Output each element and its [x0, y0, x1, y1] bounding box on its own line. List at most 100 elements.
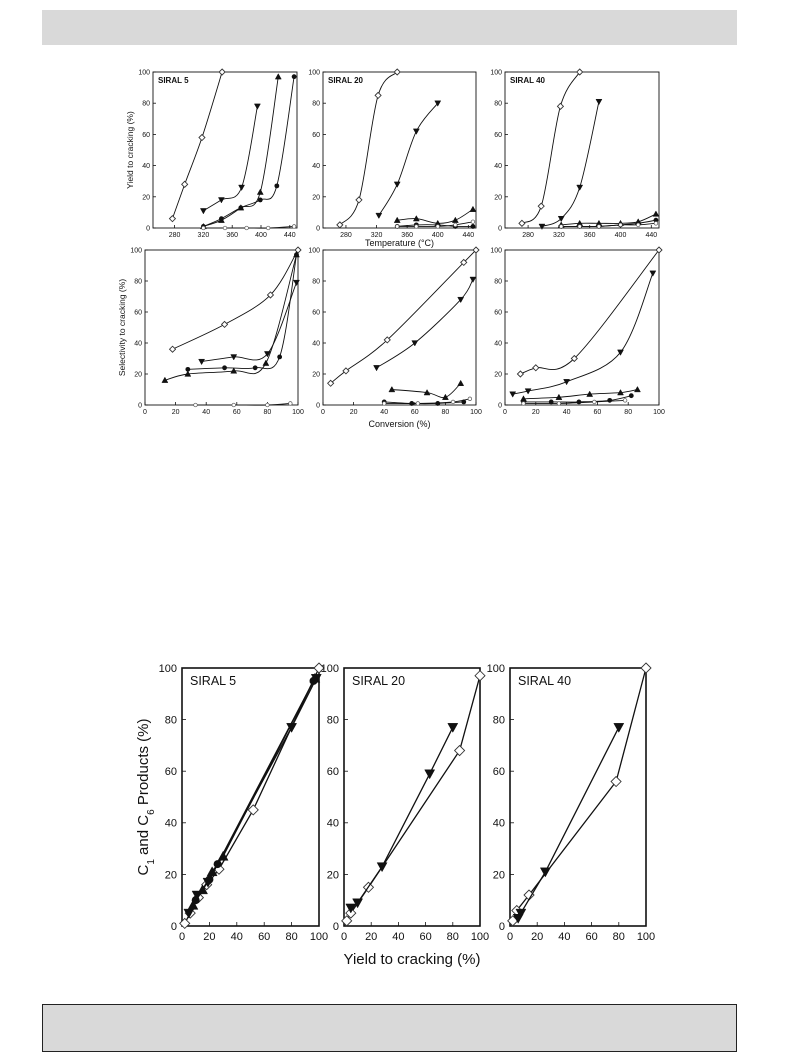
series-line-1-2 — [397, 208, 474, 224]
x-tick-label-1-3: 400 — [432, 232, 444, 239]
data-point-8-1-3 — [613, 723, 625, 733]
data-point-0-3-5 — [291, 74, 297, 80]
plot-frame-5 — [504, 249, 660, 406]
data-point-2-4-2 — [596, 224, 602, 229]
data-point-5-2-1 — [555, 393, 563, 400]
x-tick-label-4-3: 60 — [411, 409, 419, 416]
data-point-1-0-2 — [374, 91, 382, 100]
y-tick-label-2-2: 40 — [494, 163, 502, 170]
series-line-5-1 — [512, 273, 654, 395]
x-tick-label-8-1: 20 — [531, 931, 543, 943]
data-point-5-0-0 — [516, 370, 525, 378]
x-tick-label-8-5: 100 — [637, 931, 655, 943]
y-tick-label-8-0: 0 — [499, 921, 505, 933]
top-banner — [42, 10, 737, 45]
y-tick-label-8-5: 100 — [487, 663, 505, 675]
plot-frame-4 — [322, 249, 477, 406]
y-tick-label-5-4: 80 — [494, 278, 502, 285]
data-point-1-2-4 — [469, 205, 477, 212]
data-point-6-3-0 — [191, 896, 200, 905]
y-tick-label-0-5: 100 — [138, 69, 150, 76]
x-tick-label-8-3: 60 — [585, 931, 597, 943]
series-line-3-3 — [187, 254, 297, 370]
y-tick-label-3-0: 0 — [138, 402, 142, 409]
y-tick-label-7-2: 40 — [327, 818, 339, 830]
data-point-1-0-3 — [393, 68, 401, 76]
caption-box — [42, 1004, 737, 1052]
series-line-6-3 — [195, 680, 315, 901]
data-point-2-0-2 — [556, 102, 565, 110]
x-tick-label-0-4: 440 — [284, 232, 296, 239]
data-point-3-3-0 — [185, 366, 191, 372]
x-axis-label-7: Yield to cracking (%) — [344, 951, 481, 968]
data-point-1-2-0 — [393, 216, 401, 223]
y-tick-label-0-3: 60 — [142, 132, 150, 139]
data-point-0-3-1 — [219, 216, 224, 222]
x-tick-label-1-2: 360 — [401, 232, 413, 239]
y-tick-label-2-3: 60 — [494, 132, 502, 139]
y-tick-label-6-0: 0 — [171, 921, 177, 933]
y-tick-label-2-1: 20 — [494, 194, 502, 201]
y-tick-label-5-3: 60 — [494, 309, 502, 316]
x-tick-label-6-0: 0 — [179, 931, 185, 943]
y-tick-label-8-3: 60 — [493, 766, 505, 778]
y-tick-label-0-4: 80 — [142, 101, 150, 108]
data-point-5-3-4 — [628, 393, 634, 399]
data-point-4-4-3 — [467, 396, 473, 401]
y-tick-label-3-4: 80 — [134, 278, 142, 285]
series-line-4-2 — [391, 382, 462, 399]
x-tick-label-8-4: 80 — [613, 931, 625, 943]
data-point-4-2-2 — [441, 393, 449, 400]
y-tick-label-7-1: 20 — [327, 869, 339, 881]
data-point-6-3-3 — [309, 676, 318, 685]
x-tick-label-2-0: 280 — [522, 232, 534, 239]
y-axis-label-0: Yield to cracking (%) — [125, 111, 135, 189]
data-point-2-1-1 — [557, 215, 565, 223]
x-tick-label-4-5: 100 — [470, 409, 482, 416]
data-point-0-4-2 — [244, 225, 249, 231]
data-point-1-2-1 — [412, 215, 420, 222]
x-tick-label-7-5: 100 — [471, 931, 489, 943]
data-point-5-3-3 — [607, 397, 613, 403]
series-line-4-0 — [330, 249, 477, 384]
y-tick-label-3-5: 100 — [130, 247, 142, 254]
data-point-6-3-2 — [213, 860, 222, 869]
x-tick-label-5-5: 100 — [653, 409, 665, 416]
y-tick-label-0-2: 40 — [142, 163, 150, 170]
data-point-5-4-3 — [622, 398, 628, 403]
y-tick-label-6-3: 60 — [165, 766, 177, 778]
x-axis-label-1: Temperature (°C) — [365, 238, 434, 248]
data-point-3-2-1 — [184, 370, 192, 377]
data-point-5-4-0 — [521, 401, 526, 406]
data-point-3-2-0 — [161, 376, 169, 383]
data-point-4-1-0 — [373, 365, 380, 372]
x-tick-label-4-2: 40 — [380, 409, 388, 416]
x-tick-label-2-1: 320 — [553, 232, 565, 239]
x-tick-label-3-1: 20 — [172, 409, 180, 416]
x-tick-label-2-3: 400 — [615, 232, 627, 239]
data-point-1-1-1 — [393, 181, 401, 188]
data-point-3-1-2 — [263, 351, 271, 358]
plot-frame-1 — [322, 71, 477, 229]
x-tick-label-0-3: 400 — [255, 232, 267, 239]
data-point-6-2-0 — [187, 899, 199, 910]
data-point-8-1-2 — [539, 867, 551, 878]
data-point-3-0-2 — [266, 291, 275, 299]
series-line-3-2 — [164, 254, 297, 381]
data-point-3-4-2 — [265, 402, 270, 408]
data-point-3-3-4 — [294, 252, 299, 258]
y-axis-label-3: Selectivity to cracking (%) — [117, 279, 127, 376]
data-point-1-4-2 — [435, 224, 440, 229]
x-tick-label-3-3: 60 — [233, 409, 241, 416]
data-point-4-4-2 — [450, 399, 456, 405]
y-tick-label-8-4: 80 — [493, 714, 505, 726]
data-point-8-0-4 — [640, 662, 652, 674]
data-point-3-0-3 — [294, 246, 302, 254]
data-point-4-0-2 — [383, 336, 391, 344]
x-axis-label-4: Conversion (%) — [368, 419, 430, 429]
x-tick-label-6-2: 40 — [231, 931, 243, 943]
series-line-0-0 — [171, 71, 223, 219]
data-point-2-1-0 — [538, 223, 546, 230]
data-point-2-4-4 — [636, 222, 641, 228]
y-tick-label-4-2: 40 — [312, 340, 320, 347]
